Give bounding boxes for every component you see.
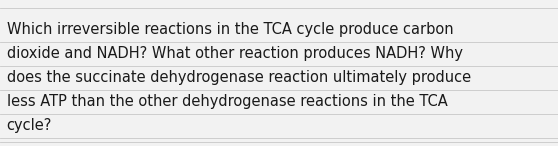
Text: dioxide and NADH? What other reaction produces NADH? Why: dioxide and NADH? What other reaction pr… [7,46,463,61]
Text: Which irreversible reactions in the TCA cycle produce carbon: Which irreversible reactions in the TCA … [7,22,453,37]
Text: does the succinate dehydrogenase reaction ultimately produce: does the succinate dehydrogenase reactio… [7,70,471,85]
Text: less ATP than the other dehydrogenase reactions in the TCA: less ATP than the other dehydrogenase re… [7,94,448,109]
Text: cycle?: cycle? [7,118,52,133]
